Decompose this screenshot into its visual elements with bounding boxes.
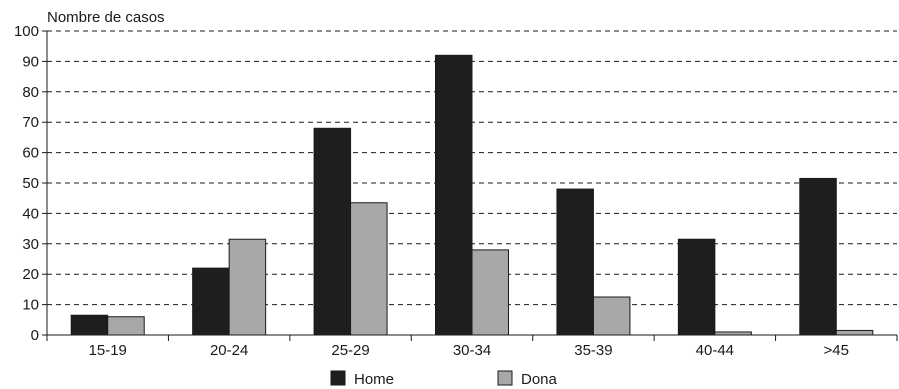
y-tick-labels: 0 10 20 30 40 50 60 70 80 90 100 — [14, 23, 39, 344]
bar-home-1 — [192, 267, 230, 336]
bar-dona-2 — [350, 202, 388, 336]
legend: Home Dona — [330, 370, 558, 388]
y-tick-label: 70 — [22, 114, 39, 131]
y-tick-label: 30 — [22, 236, 39, 253]
bar-dona-4 — [592, 296, 631, 336]
bar-dona-3 — [471, 249, 509, 336]
x-tick-labels: 15-19 20-24 25-29 30-34 35-39 40-44 >45 — [89, 342, 849, 359]
bar-home-0 — [70, 314, 109, 336]
bar-dona-6 — [835, 329, 874, 336]
y-tick-label: 40 — [22, 205, 39, 222]
bar-home-2 — [313, 127, 352, 336]
legend-label-dona: Dona — [521, 371, 558, 388]
x-tick-label: 25-29 — [331, 342, 369, 359]
x-tick-label: >45 — [824, 342, 849, 359]
y-tick-label: 100 — [14, 23, 39, 40]
bars — [70, 54, 874, 336]
legend-label-home: Home — [354, 371, 394, 388]
axes — [42, 30, 898, 341]
bar-home-5 — [677, 238, 716, 336]
x-tick-label: 40-44 — [696, 342, 734, 359]
y-tick-label: 60 — [22, 145, 39, 162]
x-tick-label: 15-19 — [89, 342, 127, 359]
bar-home-4 — [556, 188, 594, 336]
bar-home-3 — [435, 54, 473, 336]
y-tick-label: 50 — [22, 175, 39, 192]
y-tick-label: 90 — [22, 53, 39, 70]
x-tick-label: 30-34 — [453, 342, 491, 359]
legend-swatch-home — [330, 370, 346, 386]
y-tick-label: 10 — [22, 297, 39, 314]
bar-dona-0 — [107, 316, 145, 336]
x-tick-label: 20-24 — [210, 342, 248, 359]
y-axis-title: Nombre de casos — [47, 9, 165, 26]
bar-dona-1 — [228, 238, 267, 336]
bar-home-6 — [799, 177, 837, 336]
x-tick-label: 35-39 — [574, 342, 612, 359]
y-tick-label: 80 — [22, 84, 39, 101]
y-tick-label: 20 — [22, 266, 39, 283]
y-tick-label: 0 — [31, 327, 39, 344]
legend-swatch-dona — [497, 370, 513, 386]
